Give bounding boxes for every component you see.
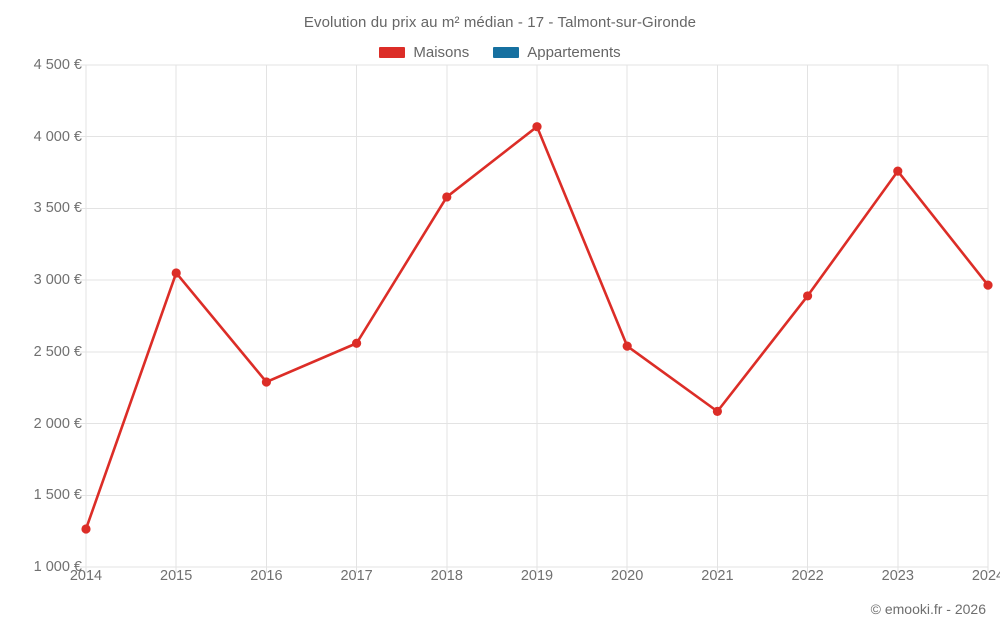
x-tick-label: 2020 bbox=[611, 568, 644, 584]
data-point[interactable] bbox=[352, 338, 362, 348]
y-tick-label: 3 000 € bbox=[33, 272, 82, 289]
chart-title: Evolution du prix au m² médian - 17 - Ta… bbox=[303, 14, 697, 31]
legend-label-maisons: Maisons bbox=[413, 44, 470, 61]
y-tick-label: 2 000 € bbox=[33, 415, 82, 432]
y-tick-label: 1 000 € bbox=[33, 559, 82, 575]
x-tick-label: 2019 bbox=[520, 568, 554, 584]
data-point[interactable] bbox=[803, 291, 813, 301]
legend-label-appartements: Appartements bbox=[527, 44, 621, 61]
x-tick-label: 2016 bbox=[250, 568, 283, 584]
gridlines-vertical bbox=[85, 65, 989, 573]
footer-credit: © emooki.fr - 2026 bbox=[870, 601, 986, 617]
data-point[interactable] bbox=[622, 341, 632, 351]
legend-swatch-maisons bbox=[379, 47, 406, 58]
gridlines-horizontal bbox=[80, 64, 988, 568]
legend-swatch-appartements bbox=[493, 47, 520, 58]
x-tick-label: 2017 bbox=[340, 568, 373, 584]
series-points bbox=[81, 122, 993, 534]
chart-legend: Maisons Appartements bbox=[0, 44, 1000, 61]
y-axis: 1 000 € 1 500 € 2 000 € 2 500 € 3 000 € 3 500… bbox=[0, 0, 82, 625]
data-point[interactable] bbox=[261, 377, 271, 387]
data-point[interactable] bbox=[893, 166, 903, 176]
x-tick-label: 2014 bbox=[69, 568, 103, 584]
data-point[interactable] bbox=[712, 406, 723, 416]
data-point[interactable] bbox=[171, 268, 181, 278]
x-tick-label: 2015 bbox=[160, 568, 193, 584]
x-tick-label: 2024 bbox=[971, 568, 1000, 584]
y-tick-label: 4 000 € bbox=[33, 128, 82, 145]
data-point[interactable] bbox=[983, 280, 993, 290]
x-tick-label: 2022 bbox=[791, 568, 824, 584]
y-tick-label: 2 500 € bbox=[33, 343, 82, 360]
x-tick-label: 2021 bbox=[701, 568, 734, 584]
y-tick-label: 4 500 € bbox=[33, 57, 82, 73]
y-tick-label: 3 500 € bbox=[33, 200, 82, 217]
data-point[interactable] bbox=[442, 192, 452, 202]
legend-item-maisons[interactable]: Maisons bbox=[379, 44, 469, 61]
data-point[interactable] bbox=[532, 122, 542, 132]
data-point[interactable] bbox=[81, 524, 91, 534]
x-tick-label: 2018 bbox=[430, 568, 463, 584]
y-tick-label: 1 500 € bbox=[33, 487, 82, 504]
x-axis: 2014 2015 2016 2017 2018 2019 2020 2021 2022 2023… bbox=[0, 568, 1000, 592]
x-tick-label: 2023 bbox=[881, 568, 914, 584]
legend-item-appartements[interactable]: Appartements bbox=[493, 44, 621, 61]
